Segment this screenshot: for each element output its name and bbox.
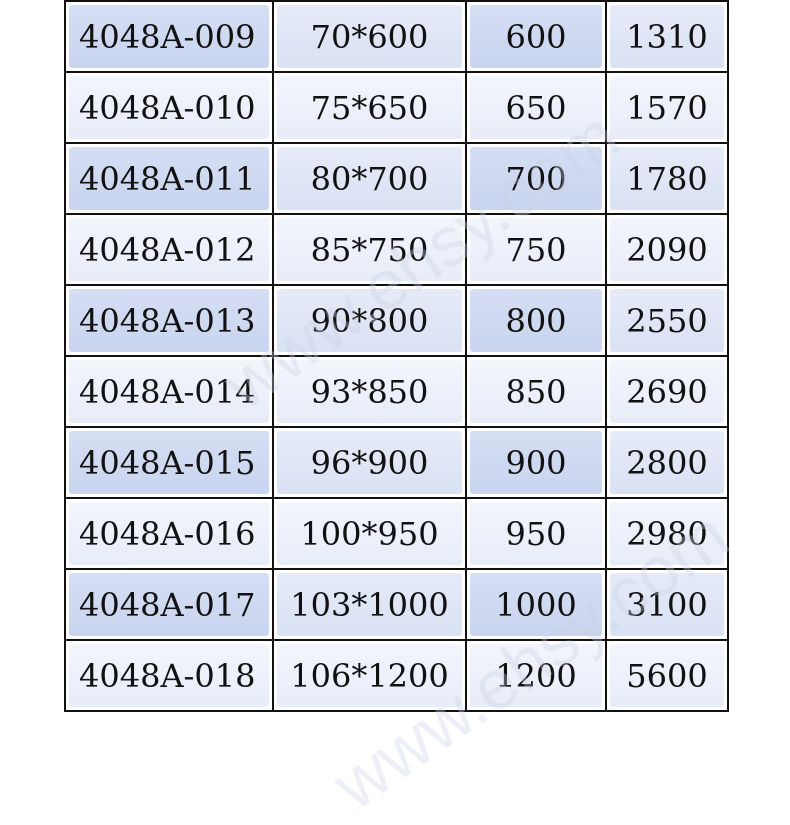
cell-text: 4048A-014 — [69, 360, 269, 423]
table-cell: 950 — [465, 497, 607, 570]
cell-text: 600 — [470, 5, 602, 68]
table-cell: 650 — [465, 71, 607, 144]
table-cell: 4048A-010 — [64, 71, 274, 144]
table-cell: 2690 — [605, 355, 729, 428]
table-row: 4048A-010 75*650 650 1570 — [64, 71, 729, 144]
cell-text: 2090 — [610, 218, 724, 281]
cell-text: 750 — [470, 218, 602, 281]
cell-text: 106*1200 — [277, 644, 462, 707]
cell-text: 4048A-016 — [69, 502, 269, 565]
cell-text: 800 — [470, 289, 602, 352]
cell-text: 1000 — [470, 573, 602, 636]
cell-text: 85*750 — [277, 218, 462, 281]
table-row: 4048A-013 90*800 800 2550 — [64, 284, 729, 357]
cell-text: 1570 — [610, 76, 724, 139]
table-cell: 3100 — [605, 568, 729, 641]
cell-text: 700 — [470, 147, 602, 210]
table-row: 4048A-012 85*750 750 2090 — [64, 213, 729, 286]
table-cell: 2550 — [605, 284, 729, 357]
cell-text: 4048A-015 — [69, 431, 269, 494]
table-cell: 70*600 — [272, 0, 467, 73]
cell-text: 2980 — [610, 502, 724, 565]
cell-text: 850 — [470, 360, 602, 423]
table-cell: 600 — [465, 0, 607, 73]
table-row: 4048A-011 80*700 700 1780 — [64, 142, 729, 215]
table-cell: 4048A-018 — [64, 639, 274, 712]
table-cell: 850 — [465, 355, 607, 428]
table-cell: 2090 — [605, 213, 729, 286]
cell-text: 2800 — [610, 431, 724, 494]
table-cell: 90*800 — [272, 284, 467, 357]
table-cell: 1200 — [465, 639, 607, 712]
cell-text: 4048A-009 — [69, 5, 269, 68]
table-cell: 4048A-012 — [64, 213, 274, 286]
cell-text: 4048A-010 — [69, 76, 269, 139]
table-cell: 4048A-015 — [64, 426, 274, 499]
cell-text: 950 — [470, 502, 602, 565]
cell-text: 5600 — [610, 644, 724, 707]
cell-text: 75*650 — [277, 76, 462, 139]
cell-text: 103*1000 — [277, 573, 462, 636]
table-row: 4048A-014 93*850 850 2690 — [64, 355, 729, 428]
table-row: 4048A-016 100*950 950 2980 — [64, 497, 729, 570]
table-cell: 103*1000 — [272, 568, 467, 641]
table-cell: 800 — [465, 284, 607, 357]
cell-text: 1200 — [470, 644, 602, 707]
table-row: 4048A-009 70*600 600 1310 — [64, 0, 729, 73]
table-cell: 1000 — [465, 568, 607, 641]
table-cell: 96*900 — [272, 426, 467, 499]
table-row: 4048A-018 106*1200 1200 5600 — [64, 639, 729, 712]
product-spec-table: 4048A-009 70*600 600 1310 4048A-010 75*650 650… — [64, 0, 729, 712]
table-cell: 1310 — [605, 0, 729, 73]
cell-text: 4048A-018 — [69, 644, 269, 707]
table-cell: 750 — [465, 213, 607, 286]
table-cell: 4048A-013 — [64, 284, 274, 357]
cell-text: 70*600 — [277, 5, 462, 68]
table-cell: 100*950 — [272, 497, 467, 570]
cell-text: 1310 — [610, 5, 724, 68]
cell-text: 90*800 — [277, 289, 462, 352]
table-cell: 75*650 — [272, 71, 467, 144]
table-cell: 106*1200 — [272, 639, 467, 712]
table-cell: 4048A-011 — [64, 142, 274, 215]
cell-text: 4048A-013 — [69, 289, 269, 352]
table-row: 4048A-015 96*900 900 2800 — [64, 426, 729, 499]
table-cell: 4048A-009 — [64, 0, 274, 73]
table-cell: 80*700 — [272, 142, 467, 215]
table-cell: 2980 — [605, 497, 729, 570]
cell-text: 4048A-012 — [69, 218, 269, 281]
table-cell: 900 — [465, 426, 607, 499]
table-cell: 93*850 — [272, 355, 467, 428]
cell-text: 1780 — [610, 147, 724, 210]
cell-text: 4048A-011 — [69, 147, 269, 210]
table-cell: 85*750 — [272, 213, 467, 286]
cell-text: 650 — [470, 76, 602, 139]
cell-text: 2690 — [610, 360, 724, 423]
table-row: 4048A-017 103*1000 1000 3100 — [64, 568, 729, 641]
cell-text: 93*850 — [277, 360, 462, 423]
table-cell: 4048A-014 — [64, 355, 274, 428]
cell-text: 3100 — [610, 573, 724, 636]
table-cell: 700 — [465, 142, 607, 215]
cell-text: 80*700 — [277, 147, 462, 210]
cell-text: 96*900 — [277, 431, 462, 494]
table-cell: 2800 — [605, 426, 729, 499]
table-cell: 4048A-016 — [64, 497, 274, 570]
cell-text: 4048A-017 — [69, 573, 269, 636]
table-cell: 4048A-017 — [64, 568, 274, 641]
table-cell: 1570 — [605, 71, 729, 144]
table-cell: 5600 — [605, 639, 729, 712]
cell-text: 100*950 — [277, 502, 462, 565]
table-cell: 1780 — [605, 142, 729, 215]
cell-text: 2550 — [610, 289, 724, 352]
cell-text: 900 — [470, 431, 602, 494]
